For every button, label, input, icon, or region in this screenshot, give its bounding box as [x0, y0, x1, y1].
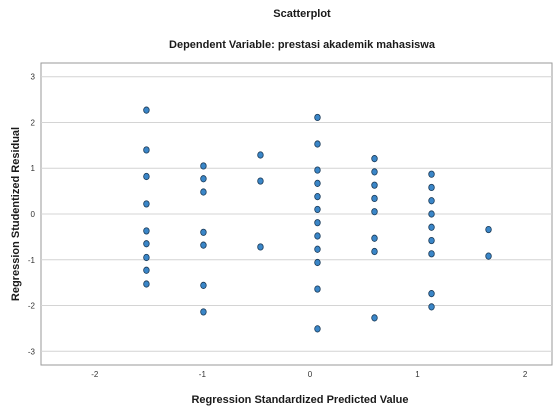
scatter-point	[314, 232, 321, 240]
scatter-point	[314, 179, 321, 187]
scatter-point	[314, 193, 321, 201]
scatter-point	[371, 234, 378, 242]
scatter-point	[428, 303, 435, 311]
scatter-point	[314, 245, 321, 253]
scatter-point	[371, 247, 378, 256]
scatter-point	[371, 155, 378, 163]
scatter-point	[428, 250, 435, 258]
y-tick-label: 3	[31, 73, 36, 82]
y-tick-label: 1	[31, 164, 36, 173]
scatter-point	[200, 175, 207, 183]
scatter-point	[143, 253, 150, 262]
x-tick-label: 2	[523, 370, 528, 379]
scatter-point	[428, 290, 435, 298]
scatter-point	[257, 151, 264, 159]
scatter-point	[314, 140, 321, 148]
scatter-point	[200, 281, 207, 289]
scatter-point	[371, 181, 378, 189]
scatter-point	[200, 241, 207, 249]
scatter-point	[143, 172, 150, 181]
x-tick-label: -2	[91, 370, 99, 379]
scatter-point	[485, 225, 492, 234]
scatter-point	[200, 188, 207, 196]
scatter-point	[314, 219, 321, 227]
chart-title: Scatterplot	[273, 8, 331, 20]
scatter-point	[371, 314, 378, 322]
scatter-point	[428, 170, 435, 178]
scatter-point	[143, 280, 150, 288]
scatter-point	[314, 166, 321, 174]
y-tick-label: -2	[28, 302, 36, 311]
y-tick-label: 2	[31, 118, 36, 127]
tick-labels: -3 -2 -1 0 1 2 3 -2 -1 0 1 2	[28, 73, 528, 379]
scatter-point	[314, 285, 321, 293]
y-axis-label: Regression Studentized Residual	[10, 127, 22, 301]
x-tick-label: -1	[199, 370, 207, 379]
scatter-point	[143, 146, 150, 154]
x-axis-label: Regression Standardized Predicted Value	[191, 394, 408, 406]
gridlines	[41, 76, 552, 352]
scatter-point	[428, 236, 435, 245]
scatter-point	[200, 308, 207, 316]
scatter-point	[371, 168, 378, 176]
scatter-point	[143, 200, 150, 208]
scatter-point	[428, 183, 435, 192]
y-tick-label: 0	[31, 210, 36, 219]
scatter-point	[143, 266, 150, 274]
scatter-point	[371, 194, 378, 203]
x-tick-label: 0	[308, 370, 313, 379]
scatter-point	[200, 162, 207, 170]
y-tick-label: -3	[28, 347, 36, 356]
scatter-point	[314, 113, 321, 122]
scatter-point	[143, 106, 150, 114]
scatter-point	[257, 243, 264, 251]
scatter-point	[143, 227, 150, 235]
x-tick-label: 1	[415, 370, 420, 379]
scatter-point	[428, 197, 435, 205]
scatter-point	[314, 258, 321, 267]
data-points	[143, 106, 492, 333]
scatter-point	[257, 177, 264, 185]
scatter-point	[143, 240, 150, 248]
scatter-point	[428, 223, 435, 231]
y-tick-label: -1	[28, 256, 36, 265]
scatter-point	[314, 325, 321, 333]
scatter-point	[200, 228, 207, 236]
scatter-point	[314, 205, 321, 214]
scatter-point	[371, 208, 378, 216]
scatter-point	[485, 252, 492, 260]
scatter-point	[428, 210, 435, 218]
chart-subtitle: Dependent Variable: prestasi akademik ma…	[169, 39, 436, 51]
